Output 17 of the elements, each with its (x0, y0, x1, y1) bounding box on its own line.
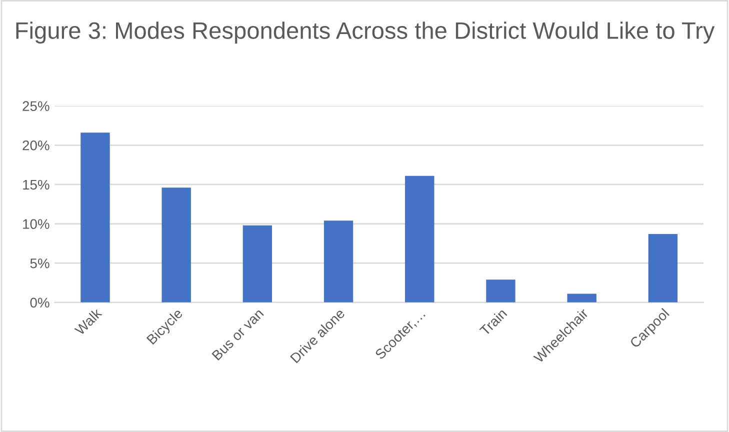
y-tick-label: 25% (22, 101, 50, 112)
bar (648, 234, 678, 302)
y-tick-label: 20% (22, 140, 50, 150)
y-tick-label: 10% (23, 219, 50, 229)
bar (162, 188, 191, 302)
y-tick-label: 5% (30, 258, 50, 268)
bar (567, 294, 596, 302)
x-tick-label: Train (478, 308, 508, 336)
bar (486, 280, 516, 302)
x-tick-label: Bus or van (212, 308, 264, 361)
chart-title: Figure 3: Modes Respondents Across the District Would Like to Try (16, 22, 715, 44)
bar (405, 176, 434, 302)
bar (324, 220, 354, 302)
bar (80, 132, 110, 302)
y-tick-label: 0% (30, 298, 50, 308)
bar (242, 225, 272, 302)
y-tick-label: 15% (23, 180, 50, 190)
